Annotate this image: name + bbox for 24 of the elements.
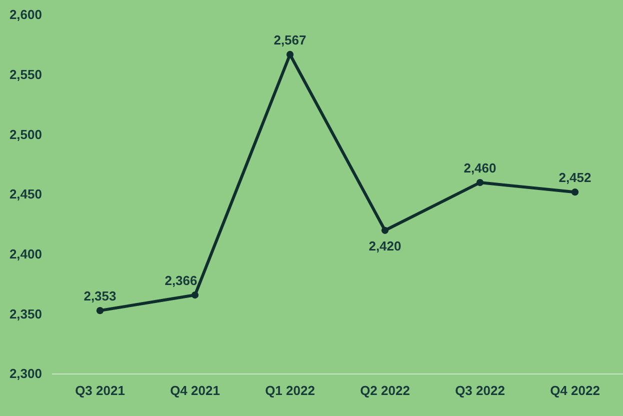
x-tick-label: Q4 2021 [170, 383, 220, 398]
y-tick-label: 2,550 [9, 66, 42, 82]
point [96, 307, 104, 314]
point [381, 226, 389, 234]
data-label: 2,420 [368, 238, 402, 254]
data-label: 2,452 [558, 170, 592, 186]
y-tick-label: 2,500 [9, 126, 42, 142]
x-tick-label: Q4 2022 [550, 383, 600, 398]
y-tick-label: 2,450 [9, 186, 42, 202]
point [191, 291, 199, 299]
x-tick-label: Q1 2022 [265, 383, 315, 398]
x-tick-label: Q3 2022 [455, 383, 505, 398]
data-label: 2,353 [84, 288, 116, 304]
y-tick-label: 2,400 [9, 246, 42, 262]
point [476, 178, 484, 186]
y-tick-label: 2,600 [9, 7, 42, 22]
y-tick-label: 2,300 [9, 366, 42, 382]
point [571, 188, 579, 196]
data-label: 2,366 [164, 273, 198, 288]
x-tick-label: Q2 2022 [360, 383, 410, 398]
data-label: 2,567 [274, 32, 306, 48]
data-label: 2,460 [464, 160, 496, 176]
x-tick-label: Q3 2021 [75, 383, 125, 398]
y-tick-label: 2,350 [9, 306, 42, 322]
